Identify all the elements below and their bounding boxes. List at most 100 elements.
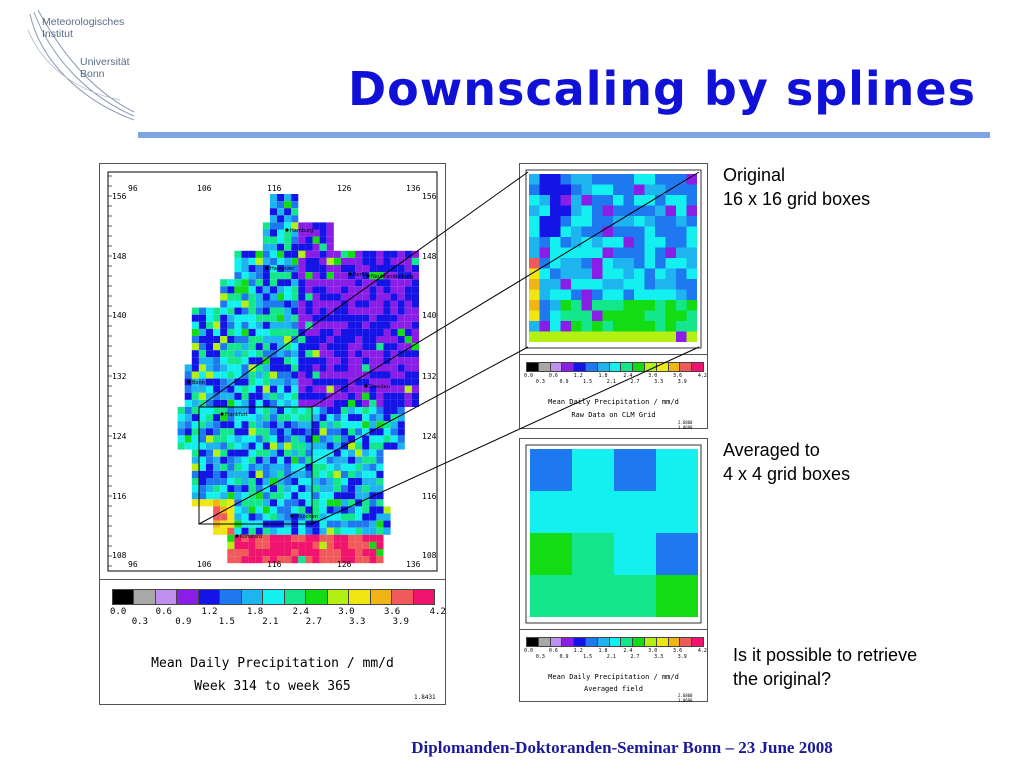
map-cell bbox=[277, 378, 285, 386]
map-cell bbox=[362, 470, 370, 478]
map-cell bbox=[284, 456, 292, 464]
map-cell bbox=[284, 414, 292, 422]
map-cell bbox=[326, 385, 334, 393]
map-cell bbox=[305, 492, 313, 500]
grid-cell bbox=[665, 205, 676, 216]
grid-cell bbox=[581, 279, 592, 290]
map-cell bbox=[376, 250, 384, 258]
colorbar-tick-label: 2.1 bbox=[606, 379, 616, 385]
grid-cell bbox=[550, 247, 561, 258]
map-cell bbox=[269, 257, 277, 265]
grid-cell bbox=[592, 247, 603, 258]
map-cell bbox=[277, 499, 285, 507]
map-cell bbox=[277, 314, 285, 322]
map-cell bbox=[191, 435, 199, 443]
big-map-x-label: 136 bbox=[406, 184, 421, 193]
map-cell bbox=[291, 463, 299, 471]
colorbar-tick-label: 2.7 bbox=[305, 617, 322, 627]
map-cell bbox=[411, 336, 419, 344]
map-cell bbox=[277, 194, 285, 202]
big-map-y-label: 124 bbox=[422, 432, 437, 441]
map-cell bbox=[319, 513, 327, 521]
map-cell bbox=[206, 378, 214, 386]
grid-cell bbox=[623, 184, 634, 195]
grid-cell bbox=[623, 226, 634, 237]
averaged-cell bbox=[656, 575, 698, 617]
map-cell bbox=[369, 463, 377, 471]
map-cell bbox=[312, 407, 320, 415]
map-cell bbox=[305, 279, 313, 287]
map-cell bbox=[355, 541, 363, 549]
map-cell bbox=[206, 421, 214, 429]
map-cell bbox=[269, 300, 277, 308]
map-cell bbox=[262, 328, 270, 336]
map-cell bbox=[262, 222, 270, 230]
map-cell bbox=[305, 300, 313, 308]
map-cell bbox=[213, 407, 221, 415]
map-cell bbox=[340, 378, 348, 386]
map-cell bbox=[319, 272, 327, 280]
map-cell bbox=[326, 442, 334, 450]
colorbar-tick-label: 1.5 bbox=[583, 379, 593, 385]
grid-cell bbox=[634, 226, 645, 237]
map-cell bbox=[312, 250, 320, 258]
map-cell bbox=[369, 350, 377, 358]
map-cell bbox=[227, 442, 235, 450]
map-cell bbox=[355, 435, 363, 443]
map-cell bbox=[362, 435, 370, 443]
map-cell bbox=[319, 392, 327, 400]
map-cell bbox=[362, 499, 370, 507]
map-cell bbox=[404, 343, 412, 351]
map-cell bbox=[319, 222, 327, 230]
map-cell bbox=[369, 300, 377, 308]
map-cell bbox=[305, 343, 313, 351]
map-cell bbox=[404, 350, 412, 358]
map-cell bbox=[348, 428, 356, 436]
big-map-x-label: 106 bbox=[197, 560, 212, 569]
map-cell bbox=[248, 371, 256, 379]
map-cell bbox=[348, 513, 356, 521]
map-cell bbox=[348, 250, 356, 258]
map-cell bbox=[213, 336, 221, 344]
grid-cell bbox=[686, 184, 697, 195]
map-cell bbox=[369, 314, 377, 322]
grid-cell bbox=[581, 195, 592, 206]
map-cell bbox=[262, 407, 270, 415]
grid-cell bbox=[592, 237, 603, 248]
map-cell bbox=[262, 449, 270, 457]
map-cell bbox=[248, 485, 256, 493]
map-cell bbox=[383, 257, 391, 265]
colorbar-tick-label: 3.0 bbox=[648, 648, 658, 654]
map-cell bbox=[326, 343, 334, 351]
logo-university: Universität Bonn bbox=[80, 56, 130, 80]
map-cell bbox=[277, 222, 285, 230]
map-cell bbox=[269, 343, 277, 351]
grid-cell bbox=[655, 184, 666, 195]
grid-cell bbox=[655, 195, 666, 206]
city-label: Konstanz bbox=[240, 534, 263, 540]
colorbar-tick-label: 0.3 bbox=[535, 379, 545, 385]
map-cell bbox=[333, 520, 341, 528]
map-cell bbox=[411, 286, 419, 294]
map-cell bbox=[284, 321, 292, 329]
map-cell bbox=[312, 520, 320, 528]
map-cell bbox=[383, 357, 391, 365]
map-cell bbox=[312, 321, 320, 329]
colorbar-tick-label: 1.5 bbox=[583, 654, 593, 660]
grid-cell bbox=[634, 300, 645, 311]
grid-cell bbox=[560, 226, 571, 237]
colorbar-tick-label: 3.9 bbox=[677, 379, 687, 385]
map-cell bbox=[255, 499, 263, 507]
logo-line4: Bonn bbox=[80, 68, 105, 80]
map-cell bbox=[340, 513, 348, 521]
map-cell bbox=[248, 456, 256, 464]
map-cell bbox=[291, 307, 299, 315]
colorbar-tick-label: 3.9 bbox=[677, 654, 687, 660]
map-cell bbox=[234, 428, 242, 436]
averaged-colorbar-top-labels: 0.0 0.6 1.2 1.8 2.4 3.0 3.6 4.2 bbox=[524, 648, 709, 656]
map-cell bbox=[234, 541, 242, 549]
map-cell bbox=[184, 364, 192, 372]
map-cell bbox=[291, 527, 299, 535]
colorbar-tick-label: 0.0 bbox=[524, 648, 534, 654]
map-cell bbox=[227, 499, 235, 507]
